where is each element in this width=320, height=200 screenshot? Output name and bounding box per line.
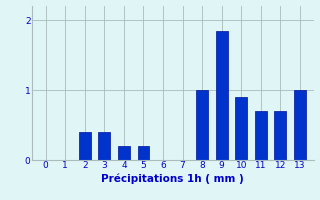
Bar — [99, 132, 110, 160]
Bar — [118, 146, 130, 160]
Bar — [255, 111, 267, 160]
Bar — [236, 97, 247, 160]
Bar — [79, 132, 91, 160]
Bar — [216, 30, 228, 160]
X-axis label: Précipitations 1h ( mm ): Précipitations 1h ( mm ) — [101, 173, 244, 184]
Bar — [138, 146, 149, 160]
Bar — [275, 111, 286, 160]
Bar — [294, 90, 306, 160]
Bar — [196, 90, 208, 160]
